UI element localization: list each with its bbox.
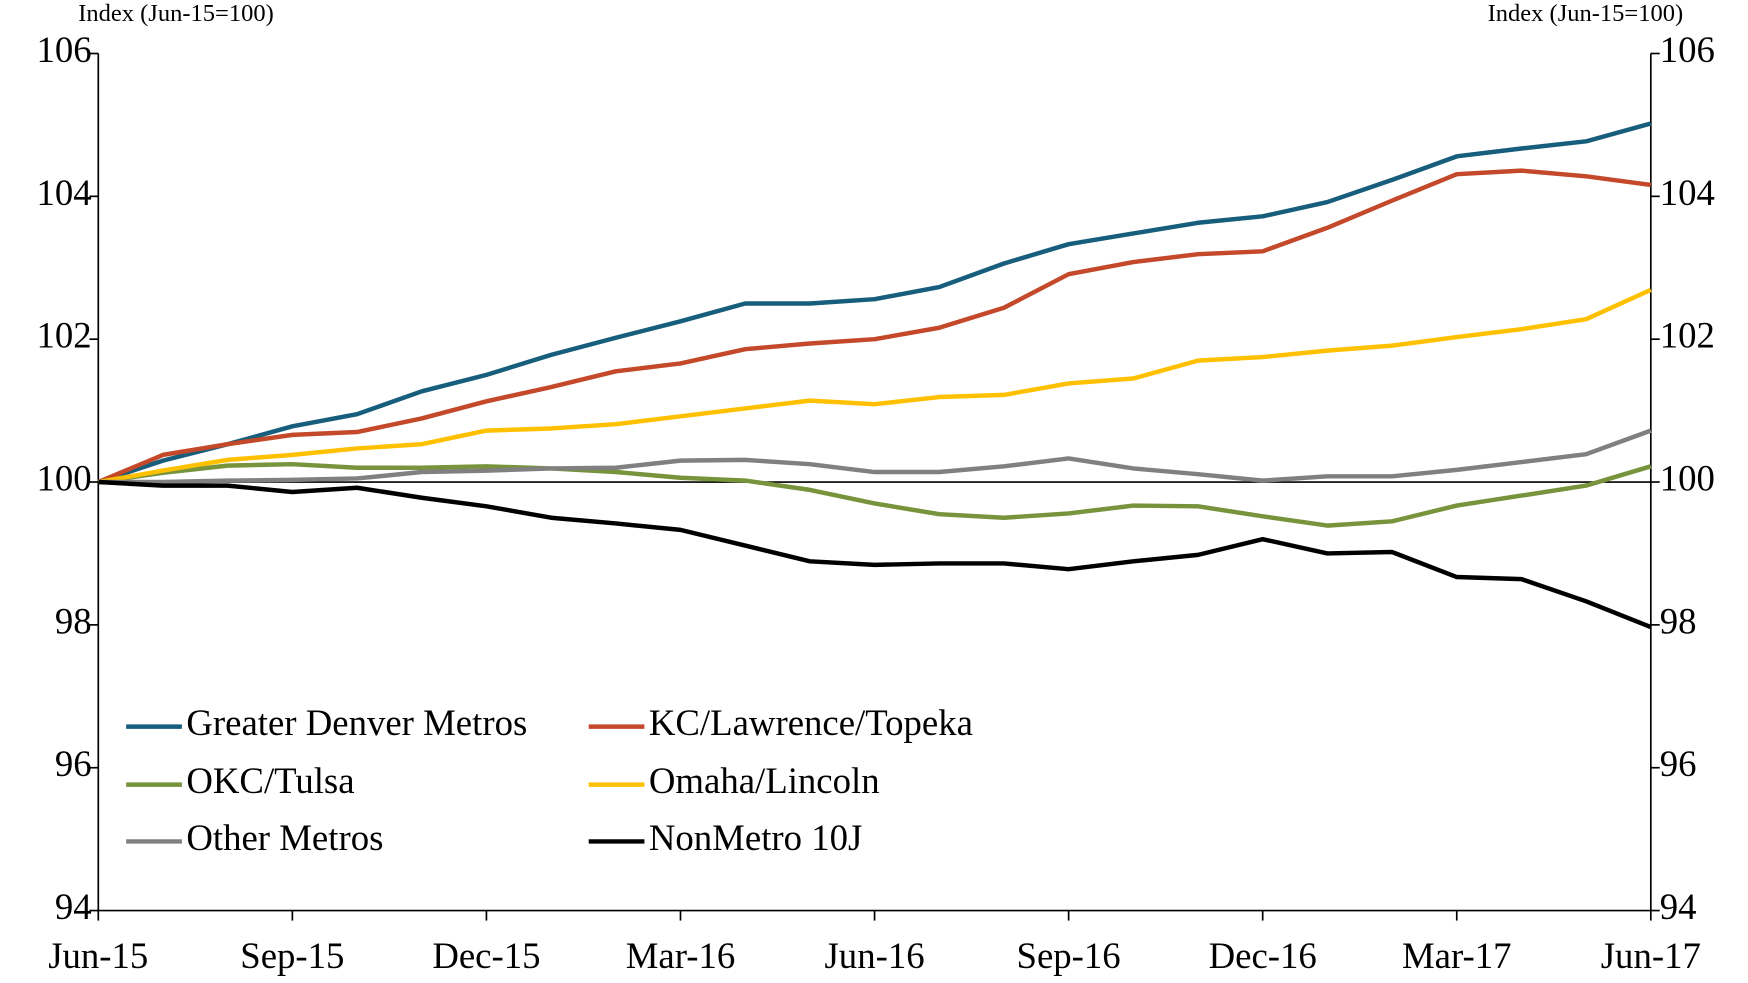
x-tick-label: Dec-16 (1209, 935, 1317, 976)
x-tick-label: Mar-17 (1402, 935, 1512, 976)
y2-tick-label: 104 (1660, 172, 1715, 213)
legend-label: Other Metros (186, 817, 383, 858)
y-tick-label: 100 (36, 457, 91, 498)
legend-label: OKC/Tulsa (186, 760, 354, 801)
y-tick-label: 94 (55, 886, 92, 927)
legend-label: Greater Denver Metros (186, 702, 527, 743)
x-tick-label: Mar-16 (626, 935, 736, 976)
series-line (97, 461, 1652, 528)
series-line (97, 121, 1652, 485)
y-tick-label: 104 (36, 172, 91, 213)
y2-axis-label: Index (Jun-15=100) (1488, 0, 1684, 27)
y-tick-label: 102 (36, 315, 91, 356)
x-tick-label: Jun-15 (48, 935, 148, 976)
x-tick-label: Sep-16 (1017, 935, 1121, 976)
y2-tick-label: 94 (1660, 886, 1697, 927)
series-line (98, 479, 1652, 630)
x-tick-label: Dec-15 (432, 935, 540, 976)
y-tick-label: 106 (36, 29, 91, 70)
x-tick-label: Sep-15 (240, 935, 344, 976)
legend-label: NonMetro 10J (649, 817, 862, 858)
x-tick-label: Jun-17 (1601, 935, 1701, 976)
y2-tick-label: 102 (1660, 315, 1715, 356)
y-axis-label: Index (Jun-15=100) (78, 0, 274, 27)
legend-label: KC/Lawrence/Topeka (649, 702, 973, 743)
y2-tick-label: 96 (1660, 743, 1697, 784)
y2-tick-label: 100 (1660, 457, 1715, 498)
series-line (97, 287, 1652, 485)
series-line (97, 168, 1652, 485)
y-tick-label: 96 (55, 743, 92, 784)
x-tick-label: Jun-16 (825, 935, 925, 976)
y-tick-label: 98 (55, 600, 92, 641)
series-line (98, 428, 1652, 485)
y2-tick-label: 106 (1660, 29, 1715, 70)
legend-label: Omaha/Lincoln (649, 760, 880, 801)
y2-tick-label: 98 (1660, 600, 1697, 641)
